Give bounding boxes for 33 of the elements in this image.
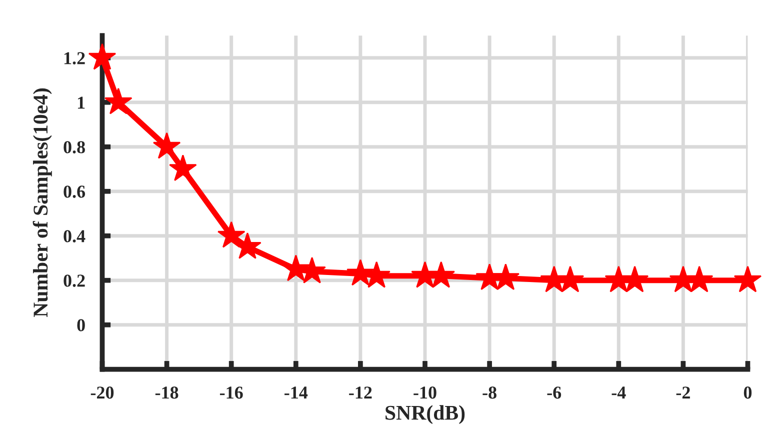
y-axis-title: Number of Samples(10e4) bbox=[32, 88, 52, 318]
y-tick-label: 0.6 bbox=[64, 186, 86, 198]
point bbox=[685, 266, 714, 292]
x-tick-label: -12 bbox=[349, 386, 372, 399]
x-tick-label: 0 bbox=[744, 386, 752, 399]
y-tick-label: 0 bbox=[77, 319, 85, 332]
y-tick-label: 1 bbox=[78, 96, 85, 109]
y-tick-label: 1.2 bbox=[64, 52, 85, 64]
x-tick-label: -14 bbox=[284, 386, 308, 399]
x-tick-label: -16 bbox=[220, 386, 243, 399]
y-tick-label: 0.8 bbox=[64, 141, 85, 154]
point bbox=[88, 43, 116, 70]
point bbox=[427, 261, 456, 288]
point bbox=[217, 221, 246, 248]
y-tick-label: 0.2 bbox=[64, 274, 85, 287]
x-axis-title: SNR(dB) bbox=[386, 405, 465, 424]
point bbox=[734, 266, 762, 292]
x-tick-label: -10 bbox=[414, 386, 436, 399]
point bbox=[282, 254, 310, 282]
x-tick-label: -18 bbox=[155, 386, 178, 399]
x-tick-label: -6 bbox=[547, 386, 562, 399]
point bbox=[104, 88, 132, 114]
point bbox=[492, 264, 520, 290]
point bbox=[169, 154, 197, 182]
point bbox=[152, 132, 181, 159]
x-tick-label: -2 bbox=[676, 386, 690, 399]
x-tick-label: -20 bbox=[90, 386, 114, 399]
x-tick-label: -8 bbox=[482, 386, 496, 399]
x-tick-label: -4 bbox=[612, 386, 626, 399]
point bbox=[620, 266, 649, 292]
point bbox=[346, 259, 374, 286]
point bbox=[556, 266, 584, 292]
y-tick-label: 0.4 bbox=[64, 230, 86, 242]
